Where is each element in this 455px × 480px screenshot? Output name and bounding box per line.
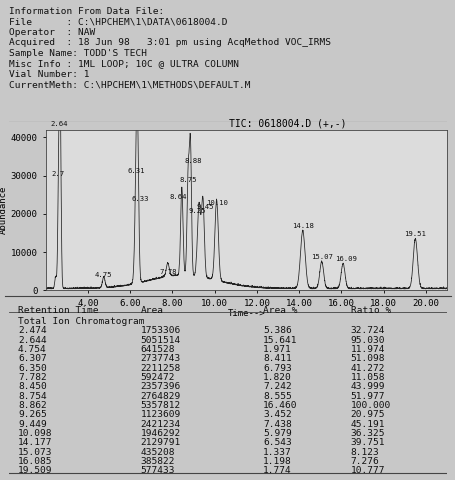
Text: 5.386: 5.386 xyxy=(263,326,291,336)
Text: 2.644: 2.644 xyxy=(18,336,46,345)
Text: 51.098: 51.098 xyxy=(350,354,384,363)
Text: 6.793: 6.793 xyxy=(263,364,291,373)
Text: Information From Data File:
File      : C:\HPCHEM\1\DATA\0618004.D
Operator  : N: Information From Data File: File : C:\HP… xyxy=(9,7,330,89)
Text: 100.000: 100.000 xyxy=(350,401,390,410)
Text: 385822: 385822 xyxy=(140,457,175,466)
Text: 9.25: 9.25 xyxy=(188,208,205,214)
Text: 6.307: 6.307 xyxy=(18,354,46,363)
Text: 2737743: 2737743 xyxy=(140,354,180,363)
Text: 7.78: 7.78 xyxy=(159,269,176,275)
Text: 15.07: 15.07 xyxy=(310,254,332,260)
Text: 39.751: 39.751 xyxy=(350,438,384,447)
Text: 4.754: 4.754 xyxy=(18,345,46,354)
Text: Total Ion Chromatogram: Total Ion Chromatogram xyxy=(18,317,144,326)
Text: 10.777: 10.777 xyxy=(350,467,384,475)
Text: 1946292: 1946292 xyxy=(140,429,180,438)
Text: 11.058: 11.058 xyxy=(350,373,384,382)
Text: 9.265: 9.265 xyxy=(18,410,46,420)
Text: 45.191: 45.191 xyxy=(350,420,384,429)
Text: Area %: Area % xyxy=(263,306,297,315)
Text: 577433: 577433 xyxy=(140,467,175,475)
Text: 32.724: 32.724 xyxy=(350,326,384,336)
Text: 5357812: 5357812 xyxy=(140,401,180,410)
Text: 20.975: 20.975 xyxy=(350,410,384,420)
Text: 16.09: 16.09 xyxy=(334,256,356,262)
Text: 95.030: 95.030 xyxy=(350,336,384,345)
Text: 6.31: 6.31 xyxy=(127,168,145,174)
Text: 16.085: 16.085 xyxy=(18,457,52,466)
Text: 9.45: 9.45 xyxy=(196,204,213,210)
Y-axis label: Abundance: Abundance xyxy=(0,186,8,234)
Text: Area: Area xyxy=(140,306,163,315)
Text: 2.64: 2.64 xyxy=(51,121,68,127)
Text: 435208: 435208 xyxy=(140,448,175,457)
Text: 4.75: 4.75 xyxy=(95,272,112,278)
Text: 2211258: 2211258 xyxy=(140,364,180,373)
Text: 3.452: 3.452 xyxy=(263,410,291,420)
Text: 1.774: 1.774 xyxy=(263,467,291,475)
Text: 8.450: 8.450 xyxy=(18,383,46,391)
X-axis label: Time-->: Time--> xyxy=(227,309,264,318)
Text: 2764829: 2764829 xyxy=(140,392,180,401)
Text: TIC: 0618004.D (+,-): TIC: 0618004.D (+,-) xyxy=(228,119,346,129)
Text: 8.75: 8.75 xyxy=(179,177,197,183)
Text: 14.18: 14.18 xyxy=(291,223,313,229)
Text: 6.543: 6.543 xyxy=(263,438,291,447)
Text: 16.460: 16.460 xyxy=(263,401,297,410)
Text: 7.782: 7.782 xyxy=(18,373,46,382)
Text: 5051514: 5051514 xyxy=(140,336,180,345)
Text: 1.337: 1.337 xyxy=(263,448,291,457)
Text: 1123609: 1123609 xyxy=(140,410,180,420)
Text: 11.974: 11.974 xyxy=(350,345,384,354)
Text: 592472: 592472 xyxy=(140,373,175,382)
Text: 8.555: 8.555 xyxy=(263,392,291,401)
Text: 1.198: 1.198 xyxy=(263,457,291,466)
Text: 51.977: 51.977 xyxy=(350,392,384,401)
Text: 6.33: 6.33 xyxy=(131,196,148,203)
Text: 10.10: 10.10 xyxy=(205,200,227,206)
Text: 8.862: 8.862 xyxy=(18,401,46,410)
Text: 15.073: 15.073 xyxy=(18,448,52,457)
Text: 2129791: 2129791 xyxy=(140,438,180,447)
Text: 7.276: 7.276 xyxy=(350,457,379,466)
Text: 15.641: 15.641 xyxy=(263,336,297,345)
Text: 19.51: 19.51 xyxy=(404,231,425,237)
Text: 43.999: 43.999 xyxy=(350,383,384,391)
Text: 2357396: 2357396 xyxy=(140,383,180,391)
Text: 7.242: 7.242 xyxy=(263,383,291,391)
Text: 1753306: 1753306 xyxy=(140,326,180,336)
Text: 1.971: 1.971 xyxy=(263,345,291,354)
Text: 36.325: 36.325 xyxy=(350,429,384,438)
Text: 8.411: 8.411 xyxy=(263,354,291,363)
Text: 8.754: 8.754 xyxy=(18,392,46,401)
Text: 41.272: 41.272 xyxy=(350,364,384,373)
Text: Ratio %: Ratio % xyxy=(350,306,390,315)
Text: 19.509: 19.509 xyxy=(18,467,52,475)
Text: 8.123: 8.123 xyxy=(350,448,379,457)
Text: 6.350: 6.350 xyxy=(18,364,46,373)
Text: 14.177: 14.177 xyxy=(18,438,52,447)
Text: 10.098: 10.098 xyxy=(18,429,52,438)
Text: 7.438: 7.438 xyxy=(263,420,291,429)
Text: 2421234: 2421234 xyxy=(140,420,180,429)
Text: 5.979: 5.979 xyxy=(263,429,291,438)
Text: 2.474: 2.474 xyxy=(18,326,46,336)
Text: 641528: 641528 xyxy=(140,345,175,354)
Text: 8.88: 8.88 xyxy=(184,158,202,164)
Text: 2.7: 2.7 xyxy=(51,171,64,178)
Text: 9.449: 9.449 xyxy=(18,420,46,429)
Text: 8.64: 8.64 xyxy=(170,194,187,201)
Text: 1.820: 1.820 xyxy=(263,373,291,382)
Text: Retention Time: Retention Time xyxy=(18,306,98,315)
